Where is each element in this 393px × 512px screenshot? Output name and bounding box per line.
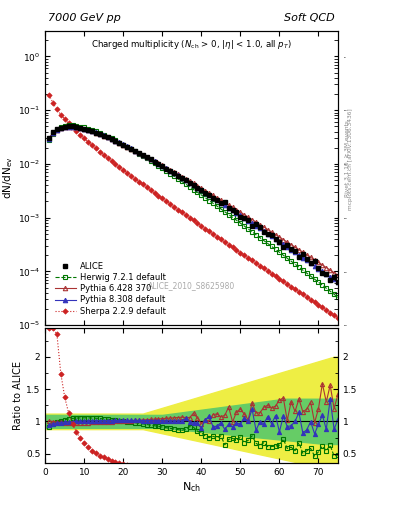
Pythia 6.428 370 (289, 242, 294, 248)
Sherpa 2.2.9 default (47, 92, 51, 98)
X-axis label: N$_{\mathregular{ch}}$: N$_{\mathregular{ch}}$ (182, 480, 201, 494)
Pythia 8.308 default (336, 279, 340, 285)
ALICE (289, 246, 294, 252)
Y-axis label: Ratio to ALICE: Ratio to ALICE (13, 361, 23, 430)
Pythia 8.308 default (47, 136, 51, 142)
ALICE (269, 232, 274, 238)
Line: Sherpa 2.2.9 default: Sherpa 2.2.9 default (47, 93, 340, 319)
ALICE (66, 123, 71, 130)
Herwig 7.2.1 default (289, 258, 294, 264)
Pythia 8.308 default (281, 241, 286, 247)
Herwig 7.2.1 default (308, 273, 313, 279)
Text: Rivet 3.1.10, ≥ 3M events: Rivet 3.1.10, ≥ 3M events (345, 120, 349, 197)
Herwig 7.2.1 default (277, 249, 282, 255)
ALICE (281, 244, 286, 250)
Pythia 8.308 default (308, 260, 313, 266)
Pythia 8.308 default (74, 124, 79, 130)
Line: Pythia 6.428 370: Pythia 6.428 370 (47, 124, 340, 278)
Sherpa 2.2.9 default (70, 124, 75, 131)
Herwig 7.2.1 default (281, 252, 286, 259)
Text: 7000 GeV pp: 7000 GeV pp (48, 13, 121, 24)
Sherpa 2.2.9 default (273, 273, 278, 279)
Pythia 6.428 370 (269, 229, 274, 235)
Pythia 6.428 370 (281, 237, 286, 243)
Sherpa 2.2.9 default (305, 294, 309, 300)
Herwig 7.2.1 default (336, 294, 340, 301)
Line: ALICE: ALICE (47, 124, 340, 284)
Pythia 6.428 370 (336, 272, 340, 279)
Line: Pythia 8.308 default: Pythia 8.308 default (47, 124, 340, 285)
Y-axis label: dN/dN$_{\mathregular{ev}}$: dN/dN$_{\mathregular{ev}}$ (1, 157, 15, 199)
Pythia 8.308 default (66, 123, 71, 130)
Text: Charged multiplicity ($N_{\mathregular{ch}}$ > 0, |$\eta$| < 1.0, all $p_T$): Charged multiplicity ($N_{\mathregular{c… (91, 38, 292, 51)
ALICE (336, 279, 340, 285)
Text: mcplots.cern.ch [arXiv:1306.3436]: mcplots.cern.ch [arXiv:1306.3436] (349, 108, 353, 209)
Pythia 6.428 370 (47, 135, 51, 141)
Herwig 7.2.1 default (47, 137, 51, 143)
Pythia 6.428 370 (308, 254, 313, 261)
Herwig 7.2.1 default (74, 123, 79, 129)
ALICE (277, 239, 282, 245)
Pythia 6.428 370 (66, 124, 71, 130)
Herwig 7.2.1 default (269, 243, 274, 249)
Sherpa 2.2.9 default (336, 314, 340, 321)
Herwig 7.2.1 default (70, 122, 75, 129)
Pythia 6.428 370 (74, 124, 79, 131)
Text: Soft QCD: Soft QCD (284, 13, 335, 24)
Pythia 8.308 default (269, 233, 274, 240)
Legend: ALICE, Herwig 7.2.1 default, Pythia 6.428 370, Pythia 8.308 default, Sherpa 2.2.: ALICE, Herwig 7.2.1 default, Pythia 6.42… (52, 260, 168, 318)
Sherpa 2.2.9 default (285, 281, 290, 287)
Pythia 6.428 370 (277, 234, 282, 240)
Pythia 8.308 default (277, 239, 282, 245)
ALICE (74, 124, 79, 130)
ALICE (47, 135, 51, 141)
Pythia 8.308 default (289, 247, 294, 253)
Line: Herwig 7.2.1 default: Herwig 7.2.1 default (47, 123, 340, 300)
Text: ALICE_2010_S8625980: ALICE_2010_S8625980 (148, 281, 235, 290)
ALICE (308, 260, 313, 266)
Sherpa 2.2.9 default (265, 268, 270, 274)
Sherpa 2.2.9 default (277, 276, 282, 282)
